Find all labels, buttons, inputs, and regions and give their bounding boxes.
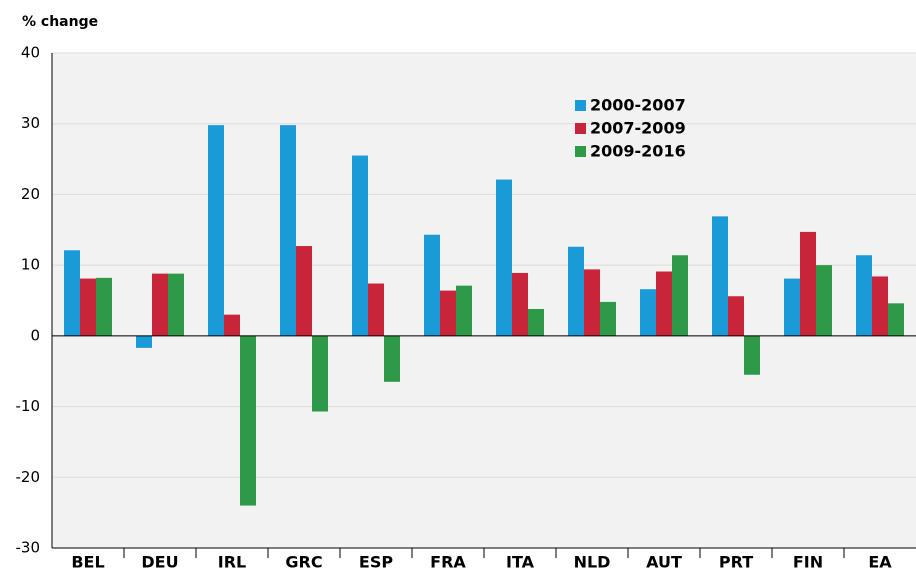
bar (352, 155, 368, 336)
y-tick-label: -30 (16, 539, 41, 557)
bar (424, 234, 440, 336)
bar (640, 289, 656, 336)
bar (240, 335, 256, 506)
bar (728, 296, 744, 336)
bar (584, 269, 600, 336)
legend-label: 2000-2007 (590, 96, 686, 115)
x-tick-label: ESP (359, 553, 393, 572)
legend-swatch (575, 123, 586, 134)
bar (568, 246, 584, 336)
bar (312, 335, 328, 412)
bar (800, 231, 816, 336)
x-tick-label: ITA (506, 553, 535, 572)
y-tick-label: -10 (16, 397, 41, 415)
bar (856, 255, 872, 336)
legend-label: 2007-2009 (590, 119, 686, 138)
legend-swatch (575, 146, 586, 157)
bar (496, 179, 512, 336)
x-tick-label: FIN (793, 553, 823, 572)
bar (440, 290, 456, 336)
y-tick-label: 40 (21, 44, 40, 62)
y-axis-label: % change (22, 14, 98, 30)
bar (80, 278, 96, 336)
bar (816, 265, 832, 336)
bar (600, 301, 616, 336)
bar (64, 250, 80, 336)
bar (744, 335, 760, 375)
bar (784, 278, 800, 336)
bar (280, 125, 296, 336)
y-tick-label: -20 (16, 468, 41, 486)
bar (368, 283, 384, 336)
bar (208, 125, 224, 336)
bar (512, 272, 528, 336)
x-tick-label: GRC (285, 553, 322, 572)
bar (384, 335, 400, 382)
y-tick-label: 20 (21, 185, 40, 203)
bar (888, 303, 904, 336)
bar (712, 216, 728, 336)
x-tick-label: NLD (574, 553, 611, 572)
x-tick-label: DEU (141, 553, 178, 572)
bar (656, 271, 672, 336)
bar (528, 308, 544, 336)
bar (168, 273, 184, 336)
bar (152, 273, 168, 336)
y-tick-label: 10 (21, 256, 40, 274)
legend-label: 2009-2016 (590, 142, 686, 161)
legend-swatch (575, 100, 586, 111)
bar (136, 335, 152, 348)
x-tick-label: BEL (71, 553, 104, 572)
bar (296, 246, 312, 336)
bar (96, 277, 112, 336)
x-tick-label: IRL (218, 553, 246, 572)
bar (456, 285, 472, 336)
x-tick-label: AUT (646, 553, 682, 572)
plot-background (52, 53, 916, 548)
y-tick-label: 0 (30, 326, 40, 344)
x-tick-label: EA (868, 553, 892, 572)
x-tick-label: FRA (430, 553, 466, 572)
y-tick-label: 30 (21, 114, 40, 132)
bar (872, 276, 888, 336)
bar (224, 314, 240, 336)
bar (672, 255, 688, 336)
x-tick-label: PRT (719, 553, 753, 572)
